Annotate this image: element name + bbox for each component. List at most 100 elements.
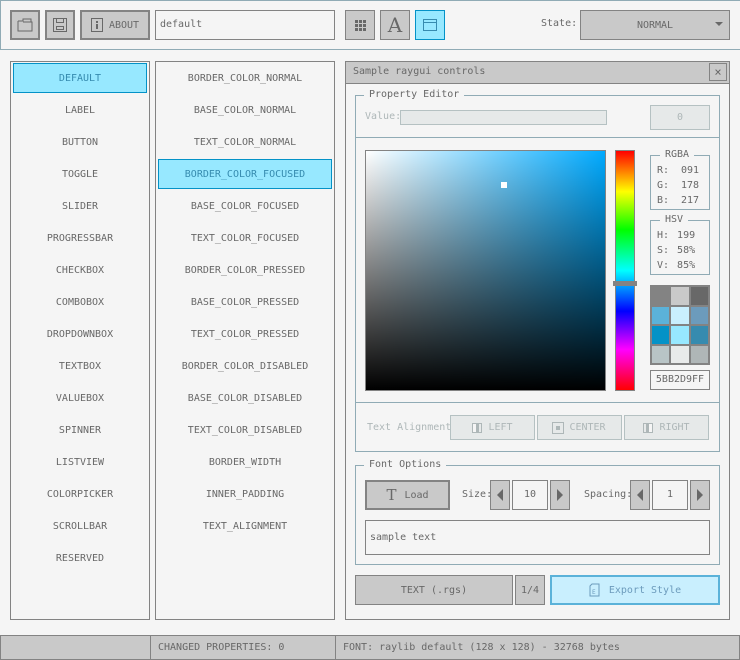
format-button[interactable]: TEXT (.rgs): [355, 575, 513, 605]
align-left-button[interactable]: LEFT: [450, 415, 535, 440]
info-icon: [90, 18, 103, 32]
palette-swatch[interactable]: [690, 326, 708, 344]
grid-button[interactable]: [345, 10, 375, 40]
color-picker-cursor[interactable]: [501, 182, 507, 188]
list-item[interactable]: BORDER_WIDTH: [208, 456, 282, 468]
h-label: H:: [657, 230, 670, 241]
v-label: V:: [657, 260, 670, 271]
list-item[interactable]: CHECKBOX: [55, 264, 105, 276]
list-item[interactable]: SPINNER: [58, 424, 102, 436]
r-value: 091: [680, 165, 699, 176]
about-button[interactable]: ABOUT: [80, 10, 150, 40]
value-box[interactable]: 0: [650, 105, 710, 130]
hue-slider-handle[interactable]: [613, 281, 637, 286]
save-button[interactable]: [45, 10, 75, 40]
list-item[interactable]: BORDER_COLOR_FOCUSED: [158, 159, 332, 189]
palette-swatch[interactable]: [652, 306, 670, 324]
hue-bar[interactable]: [615, 150, 635, 391]
font-icon: A: [387, 13, 403, 37]
state-dropdown[interactable]: NORMAL: [580, 10, 730, 40]
close-button[interactable]: ×: [709, 63, 727, 81]
list-item[interactable]: TOGGLE: [61, 168, 99, 180]
list-item[interactable]: TEXT_ALIGNMENT: [202, 520, 288, 532]
page-indicator[interactable]: 1/4: [515, 575, 545, 605]
state-value: NORMAL: [636, 19, 674, 31]
list-item[interactable]: BORDER_COLOR_DISABLED: [181, 360, 309, 372]
list-item[interactable]: TEXTBOX: [58, 360, 102, 372]
list-item[interactable]: COLORPICKER: [46, 488, 114, 500]
size-decrease-button[interactable]: [490, 480, 510, 510]
list-item[interactable]: DROPDOWNBOX: [46, 328, 114, 340]
list-item[interactable]: DEFAULT: [13, 63, 147, 93]
spacing-decrease-button[interactable]: [630, 480, 650, 510]
open-button[interactable]: [10, 10, 40, 40]
arrow-right-icon: [557, 489, 563, 501]
list-item[interactable]: BORDER_COLOR_PRESSED: [184, 264, 306, 276]
palette-swatch[interactable]: [671, 306, 689, 324]
hex-value-box[interactable]: 5BB2D9FF: [650, 370, 710, 390]
list-item[interactable]: SCROLLBAR: [52, 520, 108, 532]
font-info-status: FONT: raylib default (128 x 128) - 32768…: [343, 642, 620, 653]
align-right-label: RIGHT: [659, 422, 690, 433]
palette-swatch[interactable]: [671, 326, 689, 344]
list-item[interactable]: VALUEBOX: [55, 392, 105, 404]
list-item[interactable]: BUTTON: [61, 136, 99, 148]
list-item[interactable]: INNER_PADDING: [205, 488, 285, 500]
list-item[interactable]: BASE_COLOR_FOCUSED: [190, 200, 300, 212]
list-item[interactable]: BASE_COLOR_DISABLED: [187, 392, 303, 404]
list-item[interactable]: TEXT_COLOR_PRESSED: [190, 328, 300, 340]
window-titlebar[interactable]: [346, 62, 729, 84]
value-slider[interactable]: [400, 110, 607, 125]
folder-open-icon: [17, 18, 33, 32]
v-value: 85%: [677, 260, 696, 271]
align-left-label: LEFT: [488, 422, 513, 433]
color-picker-sv[interactable]: [365, 150, 606, 391]
list-item[interactable]: TEXT_COLOR_DISABLED: [187, 424, 303, 436]
property-editor-group: Property Editor: [355, 89, 720, 452]
window-button[interactable]: [415, 10, 445, 40]
palette-swatch[interactable]: [652, 326, 670, 344]
sample-text-input[interactable]: sample text: [365, 520, 710, 555]
size-value[interactable]: 10: [512, 480, 548, 510]
font-options-title: Font Options: [364, 459, 447, 471]
export-style-button[interactable]: E Export Style: [550, 575, 720, 605]
palette-swatch[interactable]: [690, 345, 708, 363]
list-item[interactable]: RESERVED: [55, 552, 105, 564]
align-center-button[interactable]: CENTER: [537, 415, 622, 440]
list-item[interactable]: SLIDER: [61, 200, 99, 212]
list-item[interactable]: LABEL: [64, 104, 96, 116]
spacing-increase-button[interactable]: [690, 480, 710, 510]
text-alignment-label: Text Alignment:: [367, 422, 458, 433]
spacing-value[interactable]: 1: [652, 480, 688, 510]
list-item[interactable]: PROGRESSBAR: [46, 232, 114, 244]
palette-swatch[interactable]: [690, 306, 708, 324]
save-icon: [53, 18, 67, 32]
r-row: R: 091: [651, 163, 709, 178]
palette-swatch[interactable]: [652, 345, 670, 363]
controls-listview[interactable]: DEFAULT LABEL BUTTON TOGGLE SLIDER PROGRESSBA…: [10, 61, 150, 620]
style-name-input[interactable]: default: [155, 10, 335, 40]
list-item[interactable]: TEXT_COLOR_FOCUSED: [190, 232, 300, 244]
list-item[interactable]: BASE_COLOR_PRESSED: [190, 296, 300, 308]
divider: [356, 137, 719, 138]
h-value: 199: [677, 230, 696, 241]
load-label: Load: [404, 489, 429, 501]
list-item[interactable]: BASE_COLOR_NORMAL: [193, 104, 297, 116]
align-right-button[interactable]: RIGHT: [624, 415, 709, 440]
size-increase-button[interactable]: [550, 480, 570, 510]
palette-swatch[interactable]: [671, 345, 689, 363]
palette-swatch[interactable]: [652, 287, 670, 305]
color-palette: [650, 285, 710, 365]
align-center-icon: [552, 421, 565, 434]
load-font-button[interactable]: T Load: [365, 480, 450, 510]
font-button[interactable]: A: [380, 10, 410, 40]
list-item[interactable]: TEXT_COLOR_NORMAL: [193, 136, 297, 148]
list-item[interactable]: BORDER_COLOR_NORMAL: [187, 72, 303, 84]
list-item[interactable]: LISTVIEW: [55, 456, 105, 468]
palette-swatch[interactable]: [671, 287, 689, 305]
list-item[interactable]: COMBOBOX: [55, 296, 105, 308]
state-label: State:: [541, 18, 578, 29]
properties-listview[interactable]: BORDER_COLOR_NORMAL BASE_COLOR_NORMAL TEXT…: [155, 61, 335, 620]
arrow-right-icon: [697, 489, 703, 501]
palette-swatch[interactable]: [690, 287, 708, 305]
